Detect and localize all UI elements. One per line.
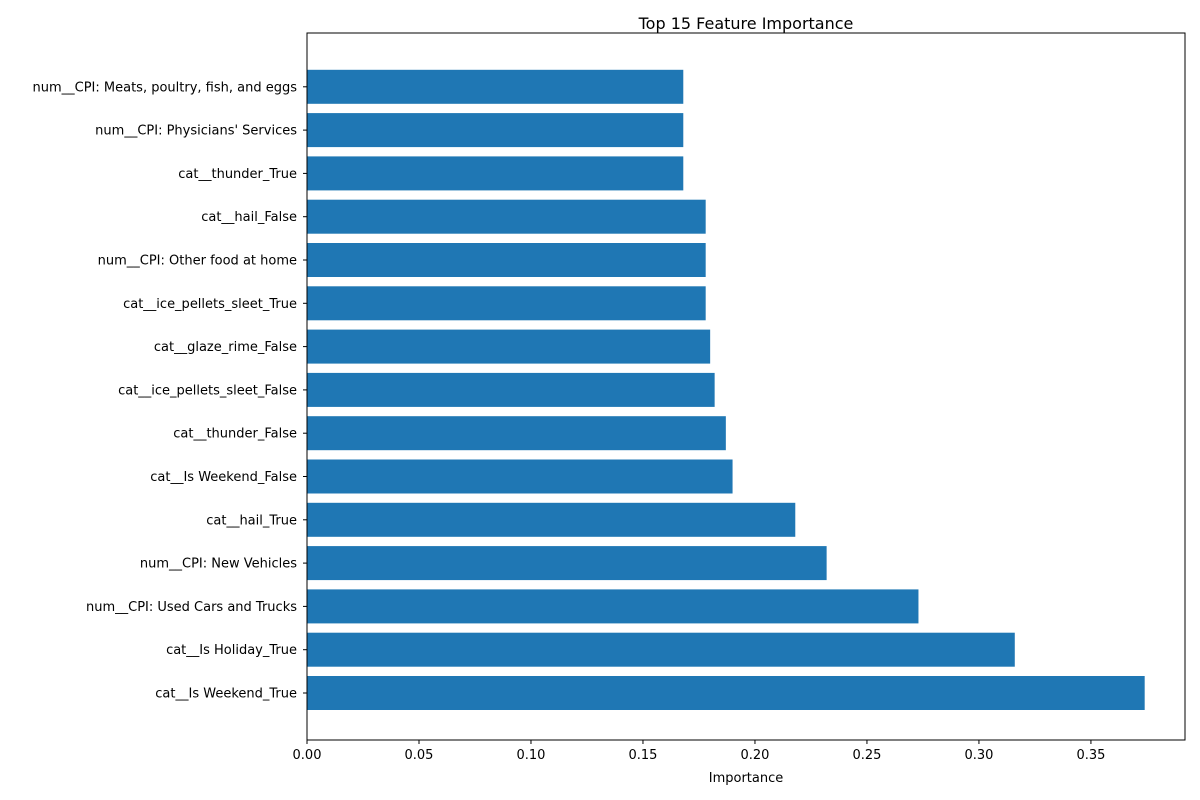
bar	[307, 113, 684, 148]
x-axis-label: Importance	[709, 771, 784, 786]
y-tick-label: cat__hail_True	[206, 513, 297, 528]
bar	[307, 676, 1145, 710]
x-tick-label: 0.30	[964, 748, 993, 763]
chart-title: Top 15 Feature Importance	[638, 14, 854, 33]
bar	[307, 69, 684, 104]
bar	[307, 156, 684, 191]
bar	[307, 243, 706, 277]
y-tick-label: cat__Is Weekend_False	[150, 470, 297, 485]
x-tick-label: 0.00	[293, 748, 322, 763]
y-tick-label: cat__ice_pellets_sleet_True	[123, 297, 297, 312]
x-tick-label: 0.10	[517, 748, 546, 763]
y-tick-label: num__CPI: Meats, poultry, fish, and eggs	[32, 80, 297, 95]
y-tick-label: cat__Is Holiday_True	[166, 643, 297, 658]
bar	[307, 632, 1015, 667]
bar	[307, 416, 726, 451]
y-tick-label: cat__hail_False	[201, 210, 297, 225]
bar	[307, 372, 715, 407]
y-tick-label: cat__glaze_rime_False	[154, 340, 297, 355]
x-tick-label: 0.15	[628, 748, 657, 763]
bar	[307, 199, 706, 234]
y-tick-label: cat__Is Weekend_True	[155, 687, 297, 702]
y-tick-label: num__CPI: New Vehicles	[140, 557, 297, 572]
bar	[307, 286, 706, 321]
y-tick-label: cat__thunder_False	[173, 427, 297, 442]
x-tick-label: 0.05	[405, 748, 434, 763]
plot-frame	[306, 32, 1186, 741]
bar	[307, 459, 733, 494]
y-tick-label: cat__ice_pellets_sleet_False	[118, 383, 297, 398]
x-tick-label: 0.20	[740, 748, 769, 763]
x-tick-label: 0.25	[852, 748, 881, 763]
bar	[307, 329, 711, 364]
y-axis-ticks: cat__Is Weekend_True cat__Is Holiday_True…	[32, 80, 307, 702]
bar	[307, 502, 796, 537]
x-axis-ticks: 0.00 0.05 0.10 0.15 0.20 0.25 0.30 0.35	[293, 740, 1105, 763]
y-tick-label: num__CPI: Physicians' Services	[95, 124, 297, 139]
y-tick-label: num__CPI: Used Cars and Trucks	[86, 600, 297, 615]
bars-group	[307, 69, 1145, 710]
bar	[307, 589, 919, 624]
y-tick-label: num__CPI: Other food at home	[98, 254, 297, 269]
bar	[307, 546, 827, 581]
x-tick-label: 0.35	[1076, 748, 1105, 763]
y-tick-label: cat__thunder_True	[178, 167, 297, 182]
